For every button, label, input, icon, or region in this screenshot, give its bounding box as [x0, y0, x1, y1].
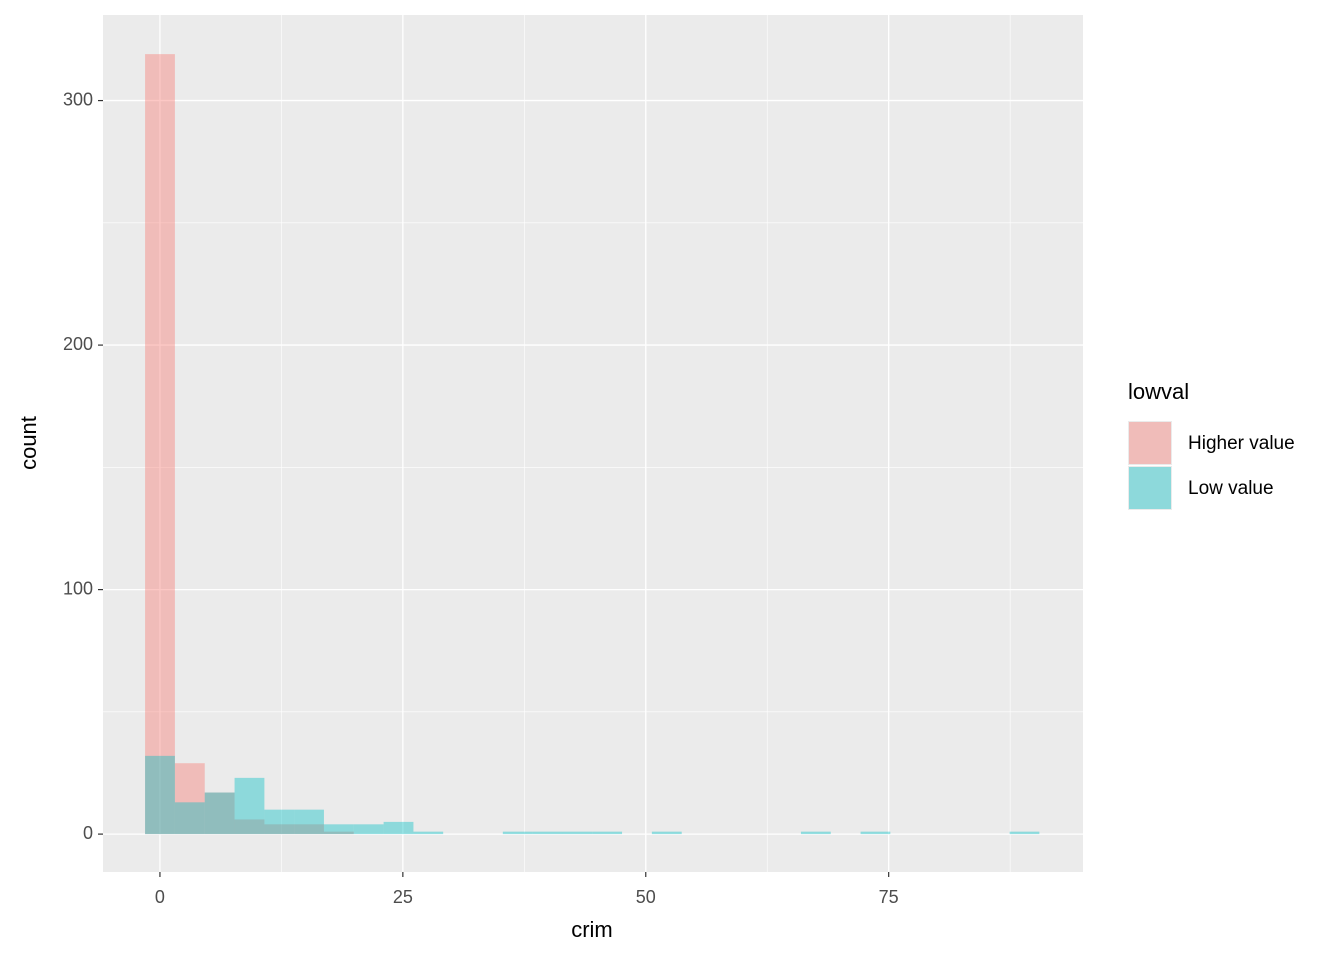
- bar: [204, 792, 235, 835]
- bar: [532, 831, 563, 835]
- bar: [651, 831, 682, 835]
- legend-title: lowval: [1128, 379, 1189, 404]
- panel: [103, 15, 1083, 872]
- bar: [323, 824, 354, 835]
- bar: [294, 809, 324, 835]
- bar: [145, 54, 175, 835]
- legend-key-bg: [1128, 421, 1172, 465]
- bar: [204, 792, 235, 835]
- bar: [234, 819, 265, 835]
- y-tick-label: 200: [63, 334, 93, 354]
- legend-key: [1129, 467, 1171, 509]
- bar: [353, 824, 384, 835]
- bar: [502, 831, 533, 835]
- bar: [860, 831, 891, 835]
- bar: [1009, 831, 1040, 835]
- bar: [174, 763, 205, 835]
- legend-label: Higher value: [1188, 433, 1295, 454]
- x-tick-label: 0: [155, 887, 165, 907]
- bar: [174, 802, 205, 835]
- bar: [145, 755, 175, 835]
- x-tick-label: 25: [393, 887, 413, 907]
- bar: [383, 821, 414, 835]
- bar: [413, 831, 444, 835]
- legend-label: Low value: [1188, 478, 1274, 499]
- legend-key: [1129, 422, 1171, 464]
- y-axis-title: count: [16, 416, 41, 470]
- y-tick-label: 300: [63, 89, 93, 109]
- x-axis-title: crim: [571, 917, 613, 942]
- x-tick-label: 75: [879, 887, 899, 907]
- y-tick-label: 0: [83, 823, 93, 843]
- y-tick-label: 100: [63, 578, 93, 598]
- bar: [234, 777, 265, 835]
- bar: [800, 831, 831, 835]
- bar: [264, 809, 295, 835]
- bar: [294, 824, 324, 835]
- legend-key-bg: [1128, 466, 1172, 510]
- bar: [592, 831, 623, 835]
- x-tick-label: 50: [636, 887, 656, 907]
- bar: [562, 831, 593, 835]
- bar: [264, 824, 295, 835]
- bar: [323, 831, 354, 835]
